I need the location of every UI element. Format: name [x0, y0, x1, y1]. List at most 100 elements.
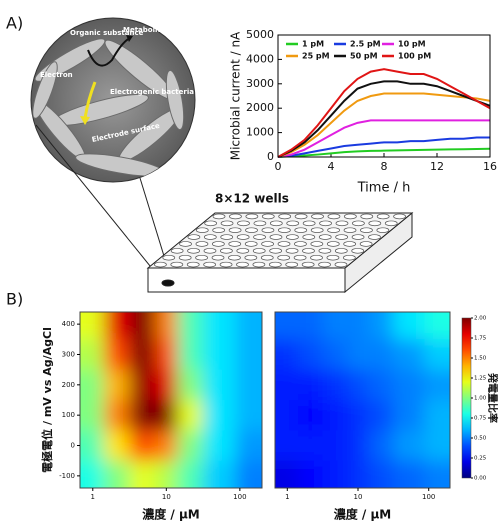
heatmap-cell — [347, 400, 370, 431]
x-axis-label: 濃度 / μM — [334, 507, 392, 522]
heatmap-cell — [103, 339, 131, 371]
heatmap-cell — [177, 312, 204, 340]
data-line — [277, 147, 491, 158]
heatmap-cell — [177, 430, 204, 462]
heatmap-cell — [297, 312, 324, 340]
heatmap-cell — [393, 339, 425, 371]
legend-label: 50 pM — [350, 52, 378, 61]
heatmap-cell — [322, 312, 348, 340]
heatmap-cell — [155, 430, 178, 462]
y-tick-label: 2000 — [246, 101, 274, 114]
x-tick-label: 12 — [430, 160, 444, 173]
y-tick-label: 4000 — [246, 52, 274, 65]
x-axis-label: 濃度 / μM — [142, 507, 200, 522]
colorbar-tick-label: 1.25 — [474, 376, 487, 382]
heatmap-cell — [80, 400, 105, 431]
data-line — [277, 68, 491, 158]
heatmap-cell — [177, 369, 204, 401]
micrograph-label: Electrogenic bacteria — [110, 88, 194, 96]
well-plate — [35, 124, 414, 294]
colorbar-tick-label: 0.75 — [474, 416, 487, 422]
panel-label: B) — [6, 290, 23, 309]
x-tick-label: 0 — [275, 160, 282, 173]
heatmap-cell — [322, 369, 348, 401]
y-tick-label: 3000 — [246, 77, 274, 90]
heatmap-cells — [275, 312, 450, 488]
data-line — [277, 80, 491, 158]
colorbar-tick-label: 1.00 — [474, 396, 487, 402]
micrograph-label: Organic substance — [70, 29, 144, 37]
colorbar-tick-label: 0.00 — [474, 476, 487, 482]
heatmap-cell — [347, 460, 370, 488]
plot-frame — [79, 311, 263, 489]
legend-label: 2.5 pM — [350, 40, 381, 49]
legend-label: 1 pM — [302, 40, 324, 49]
heatmap-cell — [322, 339, 348, 371]
panel-label: A) — [6, 14, 23, 33]
heatmap-cell — [235, 369, 262, 401]
heatmap-cell — [203, 369, 236, 401]
x-tick-label: 16 — [483, 160, 497, 173]
heatmap-cell — [275, 339, 299, 371]
heatmap-cell — [368, 369, 394, 401]
heatmap-cell — [275, 400, 299, 431]
colorbar-tick-label: 2.00 — [474, 316, 487, 322]
heatmap-cell — [297, 369, 324, 401]
heatmap-cell — [347, 430, 370, 462]
heatmap-cell — [275, 312, 299, 340]
heatmap-cell — [297, 400, 324, 431]
x-tick-label: 4 — [328, 160, 335, 173]
heatmap-cell — [80, 312, 105, 340]
heatmap-cell — [80, 369, 105, 401]
x-tick-label: 8 — [381, 160, 388, 173]
heatmap-cell — [424, 460, 450, 488]
heatmap-cell — [424, 339, 450, 371]
y-tick-label: 300 — [62, 350, 75, 358]
heatmap-cell — [235, 339, 262, 371]
heatmap-cell — [368, 312, 394, 340]
heatmap-cell — [103, 400, 131, 431]
heatmap-cell — [235, 312, 262, 340]
heatmap-cell — [275, 460, 299, 488]
x-tick-label: 100 — [233, 493, 246, 501]
heatmap-cell — [177, 400, 204, 431]
heatmap-cell — [368, 460, 394, 488]
colorbar-tick-label: 1.50 — [474, 356, 487, 362]
heatmap-cell — [155, 400, 178, 431]
x-tick-label: 1 — [285, 493, 289, 501]
heatmap-cell — [393, 460, 425, 488]
legend-label: 25 pM — [302, 52, 330, 61]
y-tick-label: -100 — [59, 472, 75, 480]
heatmap — [80, 312, 262, 488]
heatmap-cell — [393, 430, 425, 462]
heatmap-cell — [347, 369, 370, 401]
micrograph-label: Metabolites — [123, 26, 170, 34]
heatmap-cell — [297, 460, 324, 488]
heatmap-cell — [129, 339, 156, 371]
heatmap-cell — [297, 430, 324, 462]
heatmap-cell — [80, 430, 105, 462]
heatmap-cell — [103, 369, 131, 401]
y-tick-label: 1000 — [246, 126, 274, 139]
colorbar-tick-label: 0.25 — [474, 456, 487, 462]
micrograph: Organic substance Metabolites Electron E… — [30, 17, 196, 183]
legend-label: 10 pM — [398, 40, 426, 49]
heatmap-cell — [235, 400, 262, 431]
heatmap-cell — [393, 312, 425, 340]
heatmap-cell — [129, 400, 156, 431]
plate-label: 8×12 wells — [215, 192, 289, 206]
heatmap-cell — [203, 400, 236, 431]
heatmap-cell — [424, 312, 450, 340]
heatmap-cell — [347, 312, 370, 340]
heatmap-cell — [155, 369, 178, 401]
y-tick-label: 0 — [71, 442, 75, 450]
heatmap-cell — [129, 312, 156, 340]
heatmap — [275, 312, 450, 488]
colorbar-tick-label: 0.50 — [474, 436, 487, 442]
heatmap-cell — [347, 339, 370, 371]
heatmap-cell — [424, 369, 450, 401]
heatmap-cell — [424, 400, 450, 431]
heatmap-cell — [129, 430, 156, 462]
y-axis-label: 電極電位 / mV vs Ag/AgCl — [40, 327, 54, 473]
